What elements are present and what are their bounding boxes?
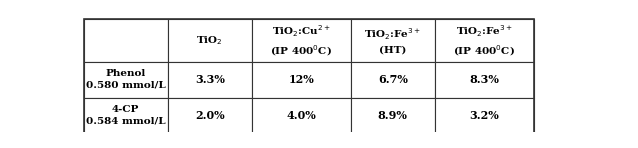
Text: 3.3%: 3.3% — [195, 74, 225, 85]
Bar — [351, 20, 434, 62]
Text: Phenol
0.580 mmol/L: Phenol 0.580 mmol/L — [86, 69, 166, 90]
Bar — [84, 20, 168, 62]
Text: 2.0%: 2.0% — [195, 110, 225, 121]
Bar — [84, 62, 168, 98]
Bar — [168, 20, 252, 62]
Bar — [252, 20, 351, 62]
Text: 12%: 12% — [288, 74, 314, 85]
Bar — [434, 20, 533, 62]
Bar — [434, 62, 533, 98]
Bar — [351, 98, 434, 133]
Bar — [252, 62, 351, 98]
Text: TiO$_2$: TiO$_2$ — [197, 34, 223, 47]
Text: 4.0%: 4.0% — [286, 110, 316, 121]
Bar — [84, 98, 168, 133]
Text: 6.7%: 6.7% — [378, 74, 408, 85]
Bar — [168, 98, 252, 133]
Text: TiO$_2$:Cu$^{2+}$
(IP 400$^0$C): TiO$_2$:Cu$^{2+}$ (IP 400$^0$C) — [271, 23, 332, 58]
Text: 4-CP
0.584 mmol/L: 4-CP 0.584 mmol/L — [86, 105, 165, 126]
Bar — [434, 98, 533, 133]
Bar — [351, 62, 434, 98]
Bar — [252, 98, 351, 133]
Text: 8.9%: 8.9% — [378, 110, 408, 121]
Text: TiO$_2$:Fe$^{3+}$
(IP 400$^0$C): TiO$_2$:Fe$^{3+}$ (IP 400$^0$C) — [453, 23, 516, 58]
Bar — [168, 62, 252, 98]
Text: 3.2%: 3.2% — [470, 110, 499, 121]
Text: 8.3%: 8.3% — [470, 74, 499, 85]
Text: TiO$_2$:Fe$^{3+}$
(HT): TiO$_2$:Fe$^{3+}$ (HT) — [364, 27, 421, 54]
